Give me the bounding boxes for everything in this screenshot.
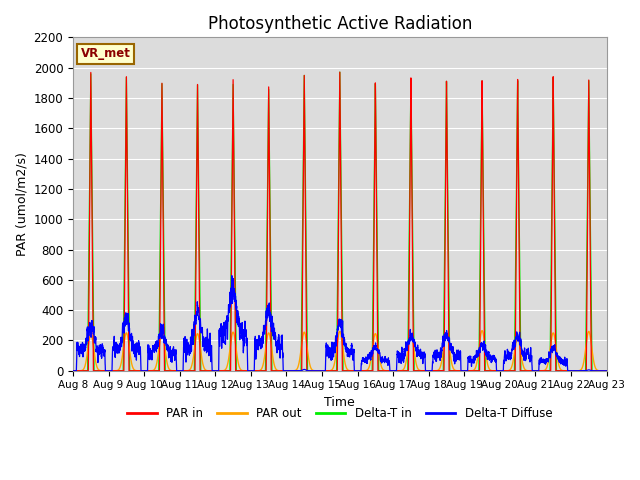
Y-axis label: PAR (umol/m2/s): PAR (umol/m2/s) bbox=[15, 152, 28, 256]
Title: Photosynthetic Active Radiation: Photosynthetic Active Radiation bbox=[207, 15, 472, 33]
Legend: PAR in, PAR out, Delta-T in, Delta-T Diffuse: PAR in, PAR out, Delta-T in, Delta-T Dif… bbox=[122, 402, 557, 425]
Text: VR_met: VR_met bbox=[81, 48, 131, 60]
X-axis label: Time: Time bbox=[324, 396, 355, 409]
